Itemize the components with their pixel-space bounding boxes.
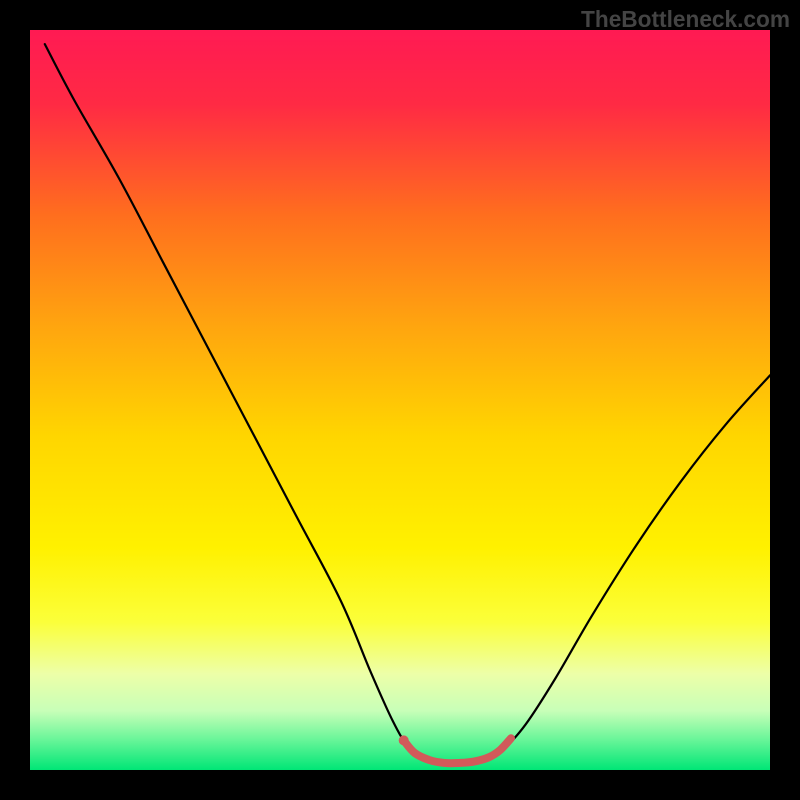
gradient-background — [30, 30, 770, 770]
plot-area — [30, 30, 770, 770]
watermark-text: TheBottleneck.com — [581, 6, 790, 33]
chart-container: TheBottleneck.com — [0, 0, 800, 800]
highlight-start-dot — [399, 735, 409, 745]
plot-svg — [30, 30, 770, 770]
